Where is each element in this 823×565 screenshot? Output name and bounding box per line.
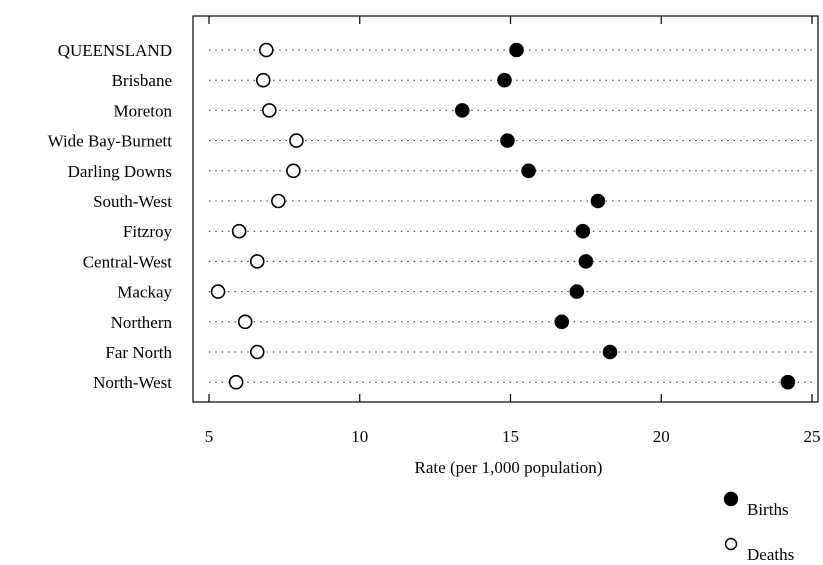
plot-frame [192,15,819,403]
legend-deaths-label: Deaths [747,545,794,564]
category-label: South-West [93,192,172,211]
x-tick-label: 25 [804,427,821,446]
deaths-point [249,254,265,269]
legend: Births Deaths [723,491,794,564]
births-point [500,133,515,148]
x-tick-label: 10 [351,427,368,446]
category-labels: QUEENSLAND Brisbane Moreton Wide Bay-Burnet… [48,41,173,392]
category-label: Mackay [117,283,172,302]
x-tick-label: 15 [502,427,519,446]
births-point [602,344,618,360]
deaths-point [289,133,304,148]
births-point [578,254,594,269]
deaths-point [255,72,271,88]
births-point [554,314,570,330]
category-label: Far North [105,343,172,362]
births-point [590,193,606,209]
births-point [780,374,796,390]
births-point [497,72,512,88]
category-label: Darling Downs [68,162,172,181]
x-tick-label: 20 [653,427,670,446]
x-axis: 5 10 15 20 25 [205,16,821,446]
category-label: Wide Bay-Burnett [48,132,173,151]
deaths-point [210,284,226,299]
category-label: Brisbane [112,71,172,90]
grid-lines [209,49,814,383]
births-point [569,284,585,299]
deaths-point [286,163,301,179]
deaths-point [261,103,277,118]
category-label: QUEENSLAND [58,41,172,60]
legend-births-label: Births [747,500,789,519]
category-label: Moreton [113,101,172,120]
category-label: Northern [111,313,173,332]
x-axis-title: Rate (per 1,000 population) [415,458,603,477]
deaths-point [258,42,274,58]
births-point [575,223,591,239]
deaths-point [237,314,253,330]
legend-deaths-marker [724,537,738,551]
births-point [454,103,470,118]
legend-births-marker [723,491,739,507]
deaths-point [231,223,247,239]
deaths-point [228,374,244,390]
data-points [210,42,796,390]
category-label: Central-West [83,252,173,271]
deaths-point [249,344,265,360]
category-label: North-West [93,373,172,392]
deaths-point [271,193,286,209]
births-point [509,42,524,58]
category-label: Fitzroy [123,222,173,241]
x-tick-label: 5 [205,427,214,446]
births-point [521,163,536,179]
